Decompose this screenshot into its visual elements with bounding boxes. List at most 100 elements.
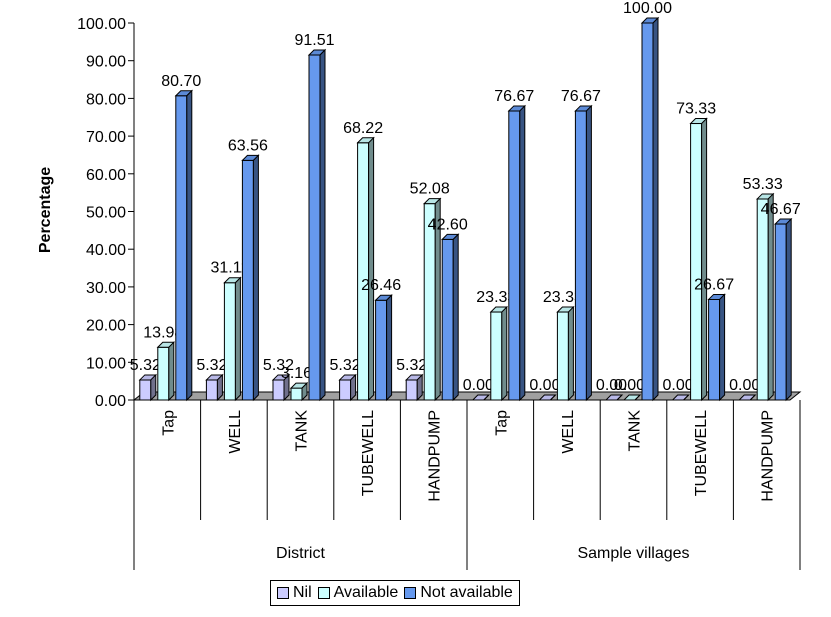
bar-front (490, 311, 503, 401)
bar-side (368, 136, 375, 402)
category-label: TANK (627, 410, 644, 452)
data-label: 23.33 (476, 289, 516, 306)
data-label: 76.67 (561, 88, 601, 105)
bar-side (501, 305, 508, 402)
bar-side (483, 394, 490, 401)
bar-side (519, 104, 526, 402)
bar-front (690, 123, 703, 401)
group-label: Sample villages (577, 545, 689, 562)
bar-side (350, 373, 357, 402)
bar-side (416, 373, 423, 402)
bar-side (701, 117, 708, 402)
bar-side (168, 341, 175, 402)
category-label: TUBEWELL (693, 410, 710, 496)
bar-side (216, 373, 223, 402)
bar-side (652, 16, 659, 402)
data-label: 5.32 (130, 357, 161, 374)
category-label: WELL (560, 410, 577, 454)
bar-side (683, 394, 689, 401)
bar-side (386, 294, 393, 402)
bar-side (767, 192, 774, 402)
data-label: 100.00 (623, 0, 672, 17)
legend-item-nil: Nil (277, 584, 312, 602)
data-label: 5.32 (196, 357, 227, 374)
data-label: 91.51 (294, 32, 334, 49)
bar-front (574, 110, 587, 401)
chart-legend: Nil Available Not available (270, 580, 520, 606)
data-label: 0.00 (463, 377, 494, 394)
data-label: 5.32 (330, 357, 361, 374)
y-tick-label: 70.00 (86, 129, 126, 146)
bar-side (452, 233, 459, 402)
data-label: 0.00 (663, 377, 694, 394)
data-label: 26.67 (694, 276, 734, 293)
bar-front (441, 238, 454, 401)
data-label: 46.67 (761, 201, 801, 218)
category-label: HANDPUMP (427, 410, 444, 502)
y-tick-label: 20.00 (86, 318, 126, 335)
y-axis-title: Percentage (37, 167, 54, 253)
data-label: 0.00 (529, 377, 560, 394)
bar-front (641, 22, 654, 401)
bar-side (252, 154, 259, 402)
bar-front (272, 379, 285, 401)
data-label: 63.56 (228, 137, 268, 154)
bar-side (283, 373, 290, 402)
bar-side (434, 197, 441, 402)
y-tick-label: 50.00 (86, 205, 126, 222)
data-label: 73.33 (676, 101, 716, 118)
bar-front (756, 198, 769, 401)
y-tick-label: 60.00 (86, 167, 126, 184)
data-label: 31.11 (210, 260, 249, 277)
bar-side (785, 217, 792, 402)
bar-front (708, 298, 721, 401)
bar-front (375, 299, 388, 401)
bar-side (301, 381, 308, 402)
data-label: 76.67 (494, 88, 534, 105)
bar-front (556, 311, 569, 401)
bar-side (634, 394, 641, 401)
category-label: HANDPUMP (760, 410, 777, 502)
y-tick-label: 100.00 (77, 16, 126, 33)
group-label: District (276, 545, 325, 562)
bar-front (774, 223, 787, 401)
bar-side (150, 373, 157, 402)
y-tick-label: 10.00 (86, 355, 126, 372)
y-tick-label: 90.00 (86, 54, 126, 71)
bar-front (205, 379, 218, 401)
category-label: TUBEWELL (360, 410, 377, 496)
bar-front (139, 379, 152, 401)
data-label: 0.00 (614, 377, 645, 394)
data-label: 52.08 (410, 181, 450, 198)
y-tick-label: 0.00 (95, 393, 126, 410)
legend-item-available: Available (317, 584, 399, 602)
legend-item-not-available: Not available (404, 584, 513, 602)
bar-front (290, 387, 303, 401)
data-label: 42.60 (428, 216, 468, 233)
bar-side (234, 276, 241, 402)
bar-front (157, 346, 170, 401)
y-tick-label: 40.00 (86, 242, 126, 259)
data-label: 80.70 (161, 73, 201, 90)
bar-side (550, 394, 556, 401)
bar-front (175, 95, 188, 401)
bar-side (719, 293, 726, 402)
data-label: 0.00 (729, 377, 760, 394)
bar-side (186, 89, 193, 402)
legend-swatch-nil (277, 587, 289, 599)
data-label: 26.46 (361, 277, 401, 294)
data-label: 68.22 (343, 120, 383, 137)
y-tick-label: 30.00 (86, 280, 126, 297)
category-label: Tap (160, 410, 177, 436)
bar-front (241, 159, 254, 401)
data-label: 5.32 (263, 357, 294, 374)
legend-label-available: Available (333, 584, 399, 601)
data-label: 3.16 (281, 365, 312, 382)
bar-side (749, 394, 756, 401)
data-label: 0.00 (596, 377, 627, 394)
bar-side (585, 104, 592, 402)
bar-front (223, 282, 236, 401)
data-label: 23.33 (543, 289, 583, 306)
category-label: TANK (294, 410, 311, 452)
